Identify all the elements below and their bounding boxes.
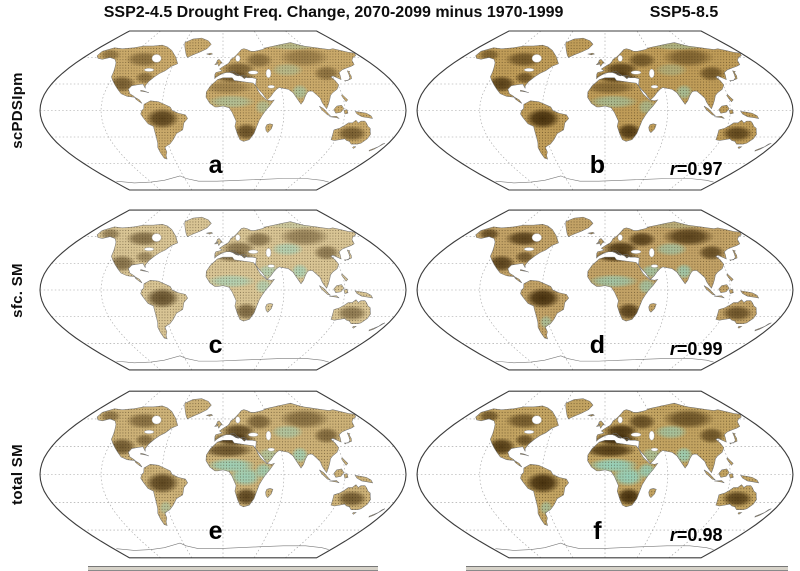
world-map-a: [39, 30, 407, 191]
scenario-label-left: SSP2-4.5: [103, 4, 173, 21]
world-map-f: [416, 390, 794, 559]
correlation-label: r=0.99: [669, 338, 723, 359]
colorbar-top-edge-left: [88, 566, 378, 571]
correlation-label: r=0.97: [669, 159, 723, 179]
panel-letter: e: [208, 517, 223, 546]
row-label-scpdsipm: scPDSIpm: [8, 72, 26, 149]
panel-letter: f: [593, 517, 602, 546]
map-panel-d: d r=0.99: [415, 207, 795, 373]
panel-letter: a: [208, 151, 223, 180]
panel-letter: c: [208, 331, 223, 360]
world-map-c: [39, 209, 407, 371]
scenario-label-right: SSP5-8.5: [649, 4, 719, 21]
map-panel-f: f r=0.98: [415, 388, 795, 561]
map-panel-c: c: [38, 207, 408, 373]
panel-letter: d: [589, 331, 606, 360]
row-label-sfc-sm: sfc. SM: [8, 262, 26, 318]
map-panel-a: a: [38, 28, 408, 193]
colorbar-top-edge-right: [466, 566, 788, 571]
world-map-b: [416, 30, 794, 191]
world-map-d: [416, 209, 794, 371]
row-label-total-sm: total SM: [8, 444, 26, 505]
map-panel-e: e: [38, 388, 408, 561]
figure-title: Drought Freq. Change, 2070-2099 minus 19…: [176, 4, 564, 21]
correlation-label: r=0.98: [669, 525, 723, 546]
panel-letter: b: [589, 151, 606, 180]
map-panel-b: b r=0.97: [415, 28, 795, 193]
world-map-e: [39, 390, 407, 559]
